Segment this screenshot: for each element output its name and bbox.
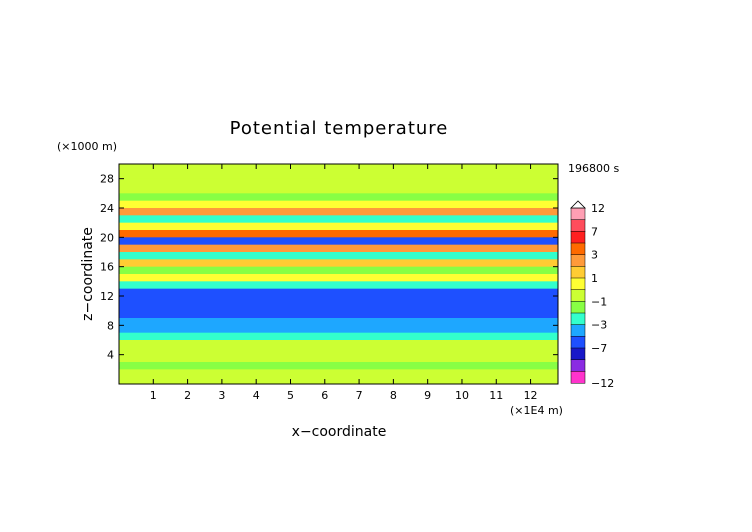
x-axis-ticks: 1 2 3 4 5 6 7 8 9 10 11 12 — [150, 164, 538, 402]
y-tick-label: 24 — [100, 202, 114, 215]
y-tick-label: 28 — [100, 173, 114, 186]
y-tick-label: 20 — [100, 231, 114, 244]
colorbar-label: −3 — [591, 319, 607, 332]
heatmap-band — [119, 259, 558, 268]
heatmap-band — [119, 340, 558, 363]
heatmap-band — [119, 193, 558, 202]
colorbar-swatch — [570, 324, 586, 337]
heatmap-band — [119, 369, 558, 384]
colorbar-swatch — [570, 266, 586, 279]
x-tick-label: 12 — [524, 389, 538, 402]
plot-frame — [118, 163, 559, 385]
colorbar-swatch — [570, 231, 586, 244]
heatmap-band — [119, 208, 558, 216]
x-tick-label: 2 — [184, 389, 191, 402]
y-unit-label: (×1000 m) — [57, 140, 117, 153]
x-tick-label: 10 — [455, 389, 469, 402]
time-label: 196800 s — [568, 162, 619, 175]
colorbar-swatch — [570, 359, 586, 372]
colorbar-label: −1 — [591, 295, 607, 308]
colorbar-swatch — [570, 371, 586, 384]
x-unit-label: (×1E4 m) — [510, 404, 563, 417]
x-tick-label: 1 — [150, 389, 157, 402]
y-axis-ticks: 4 8 12 16 20 24 28 — [100, 173, 558, 362]
x-tick-label: 3 — [218, 389, 225, 402]
colorbar-swatch — [570, 219, 586, 232]
heatmap-band — [119, 281, 558, 290]
y-tick-label: 12 — [100, 290, 114, 303]
colorbar-arrow — [570, 200, 586, 209]
colorbar-swatch — [570, 277, 586, 291]
colorbar: 12 7 3 1 −1 −3 −7 −12 — [570, 200, 614, 390]
colorbar-swatch — [570, 312, 586, 326]
heatmap-band — [119, 237, 558, 246]
heatmap-band — [119, 318, 558, 334]
heatmap-band — [119, 244, 558, 253]
heatmap-band — [119, 252, 558, 260]
heatmap-field — [119, 164, 558, 384]
x-tick-label: 4 — [253, 389, 260, 402]
x-tick-label: 11 — [489, 389, 503, 402]
y-tick-label: 8 — [107, 319, 114, 332]
colorbar-swatch — [570, 242, 586, 256]
heatmap-band — [119, 332, 558, 341]
x-tick-label: 5 — [287, 389, 294, 402]
colorbar-label: 12 — [591, 202, 605, 215]
y-tick-label: 4 — [107, 349, 114, 362]
colorbar-swatch — [570, 347, 586, 361]
heatmap-band — [119, 164, 558, 180]
heatmap-band — [119, 222, 558, 231]
colorbar-label: 1 — [591, 272, 598, 285]
heatmap-band — [119, 215, 558, 224]
heatmap-band — [119, 230, 558, 238]
colorbar-swatch — [570, 336, 586, 349]
colorbar-swatch — [570, 289, 586, 302]
x-tick-label: 8 — [390, 389, 397, 402]
colorbar-label: 3 — [591, 249, 598, 262]
heatmap-band — [119, 362, 558, 370]
x-tick-label: 9 — [424, 389, 431, 402]
colorbar-label: 7 — [591, 225, 598, 238]
heatmap-band — [119, 200, 558, 209]
y-tick-label: 16 — [100, 261, 114, 274]
heatmap-band — [119, 274, 558, 282]
heatmap-band — [119, 288, 558, 319]
colorbar-label: −7 — [591, 342, 607, 355]
heatmap-band — [119, 178, 558, 194]
colorbar-swatch — [570, 207, 586, 221]
colorbar-label: −12 — [591, 377, 614, 390]
y-axis-label: z−coordinate — [80, 227, 96, 321]
heatmap-band — [119, 266, 558, 275]
colorbar-swatch — [570, 301, 586, 314]
x-axis-label: x−coordinate — [292, 424, 387, 440]
x-tick-label: 7 — [356, 389, 363, 402]
chart-title: Potential temperature — [230, 118, 449, 139]
colorbar-swatch — [570, 254, 586, 267]
x-tick-label: 6 — [321, 389, 328, 402]
